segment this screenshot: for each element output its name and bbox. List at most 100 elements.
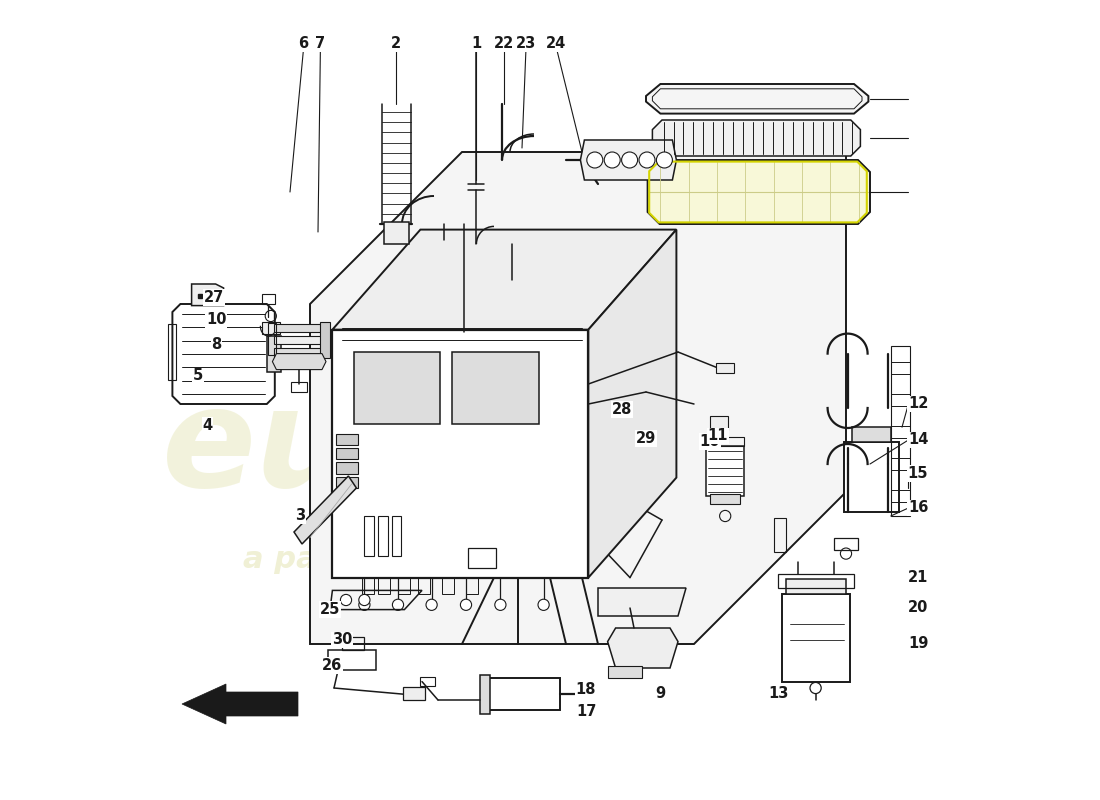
Polygon shape [588,230,676,578]
Bar [484,678,560,710]
Text: europ: europ [162,381,618,515]
Polygon shape [648,160,870,224]
Polygon shape [646,84,868,114]
Circle shape [359,594,370,606]
Text: 10: 10 [206,313,227,327]
Bar [274,336,322,344]
Bar [834,538,858,550]
Polygon shape [332,330,588,578]
Text: 21: 21 [908,570,928,585]
Bar [398,578,410,594]
Bar [362,578,374,594]
Circle shape [604,152,620,168]
Text: a passion since 1975: a passion since 1975 [243,546,602,574]
Circle shape [657,152,672,168]
Bar [262,294,275,304]
Circle shape [461,599,472,610]
Bar [274,324,322,332]
Circle shape [621,152,638,168]
Text: 4: 4 [202,418,212,433]
Text: 5: 5 [192,369,204,383]
Circle shape [586,152,603,168]
Circle shape [426,599,437,610]
Text: 6: 6 [298,37,309,51]
Text: 9: 9 [656,686,666,701]
Bar [336,434,358,445]
Text: 2: 2 [392,37,402,51]
Text: 28: 28 [612,402,632,417]
Bar [418,578,430,594]
Bar [320,322,330,358]
Bar [403,687,426,700]
Circle shape [340,594,352,606]
Text: 23: 23 [516,37,536,51]
Circle shape [495,599,506,610]
Bar [469,548,496,568]
Bar [378,578,390,594]
Text: 29: 29 [636,431,656,446]
Circle shape [639,152,654,168]
Bar [452,352,539,424]
Polygon shape [191,284,223,306]
Text: 10: 10 [700,434,720,449]
Bar [710,416,727,430]
Bar [364,516,374,556]
Text: 18: 18 [575,682,596,697]
Text: 14: 14 [908,433,928,447]
Text: 7: 7 [316,37,326,51]
Text: 27: 27 [204,290,224,305]
Bar [262,322,279,334]
Bar [354,352,440,424]
Bar [891,426,910,438]
Text: 8: 8 [211,337,221,351]
Bar [336,477,358,488]
Bar [710,494,740,504]
Text: 30: 30 [332,633,352,647]
Bar [891,458,910,470]
Bar [342,637,364,650]
Bar [274,348,322,356]
Bar [442,578,454,594]
Text: 3: 3 [295,509,306,523]
Bar [328,650,375,670]
Bar [782,594,850,682]
Polygon shape [652,120,860,156]
Polygon shape [581,140,676,180]
Bar [268,323,276,355]
Bar [778,574,854,588]
Bar [336,448,358,459]
Text: 1: 1 [471,37,482,51]
Bar [845,442,899,512]
Polygon shape [273,354,326,370]
Bar [392,516,402,556]
Bar [267,336,282,372]
Polygon shape [294,476,356,544]
Polygon shape [607,666,642,678]
Bar [290,382,307,392]
Bar [774,518,786,552]
Text: 20: 20 [908,601,928,615]
Bar [891,362,910,374]
Text: 17: 17 [575,705,596,719]
Bar [378,516,387,556]
Text: 24: 24 [547,37,567,51]
Text: 25: 25 [320,602,340,617]
Text: 15: 15 [908,466,928,481]
Polygon shape [607,628,678,668]
Bar [706,437,745,446]
Polygon shape [173,304,275,404]
Bar [420,677,434,686]
Bar [384,222,409,244]
Bar [891,490,910,502]
Bar [168,324,176,380]
Bar [336,462,358,474]
Text: 13: 13 [768,686,789,701]
Circle shape [359,599,370,610]
Circle shape [538,599,549,610]
Bar [466,578,478,594]
Bar [706,446,745,496]
Bar [481,675,490,714]
Bar [891,394,910,406]
Bar [786,579,846,594]
Text: 22: 22 [494,37,514,51]
